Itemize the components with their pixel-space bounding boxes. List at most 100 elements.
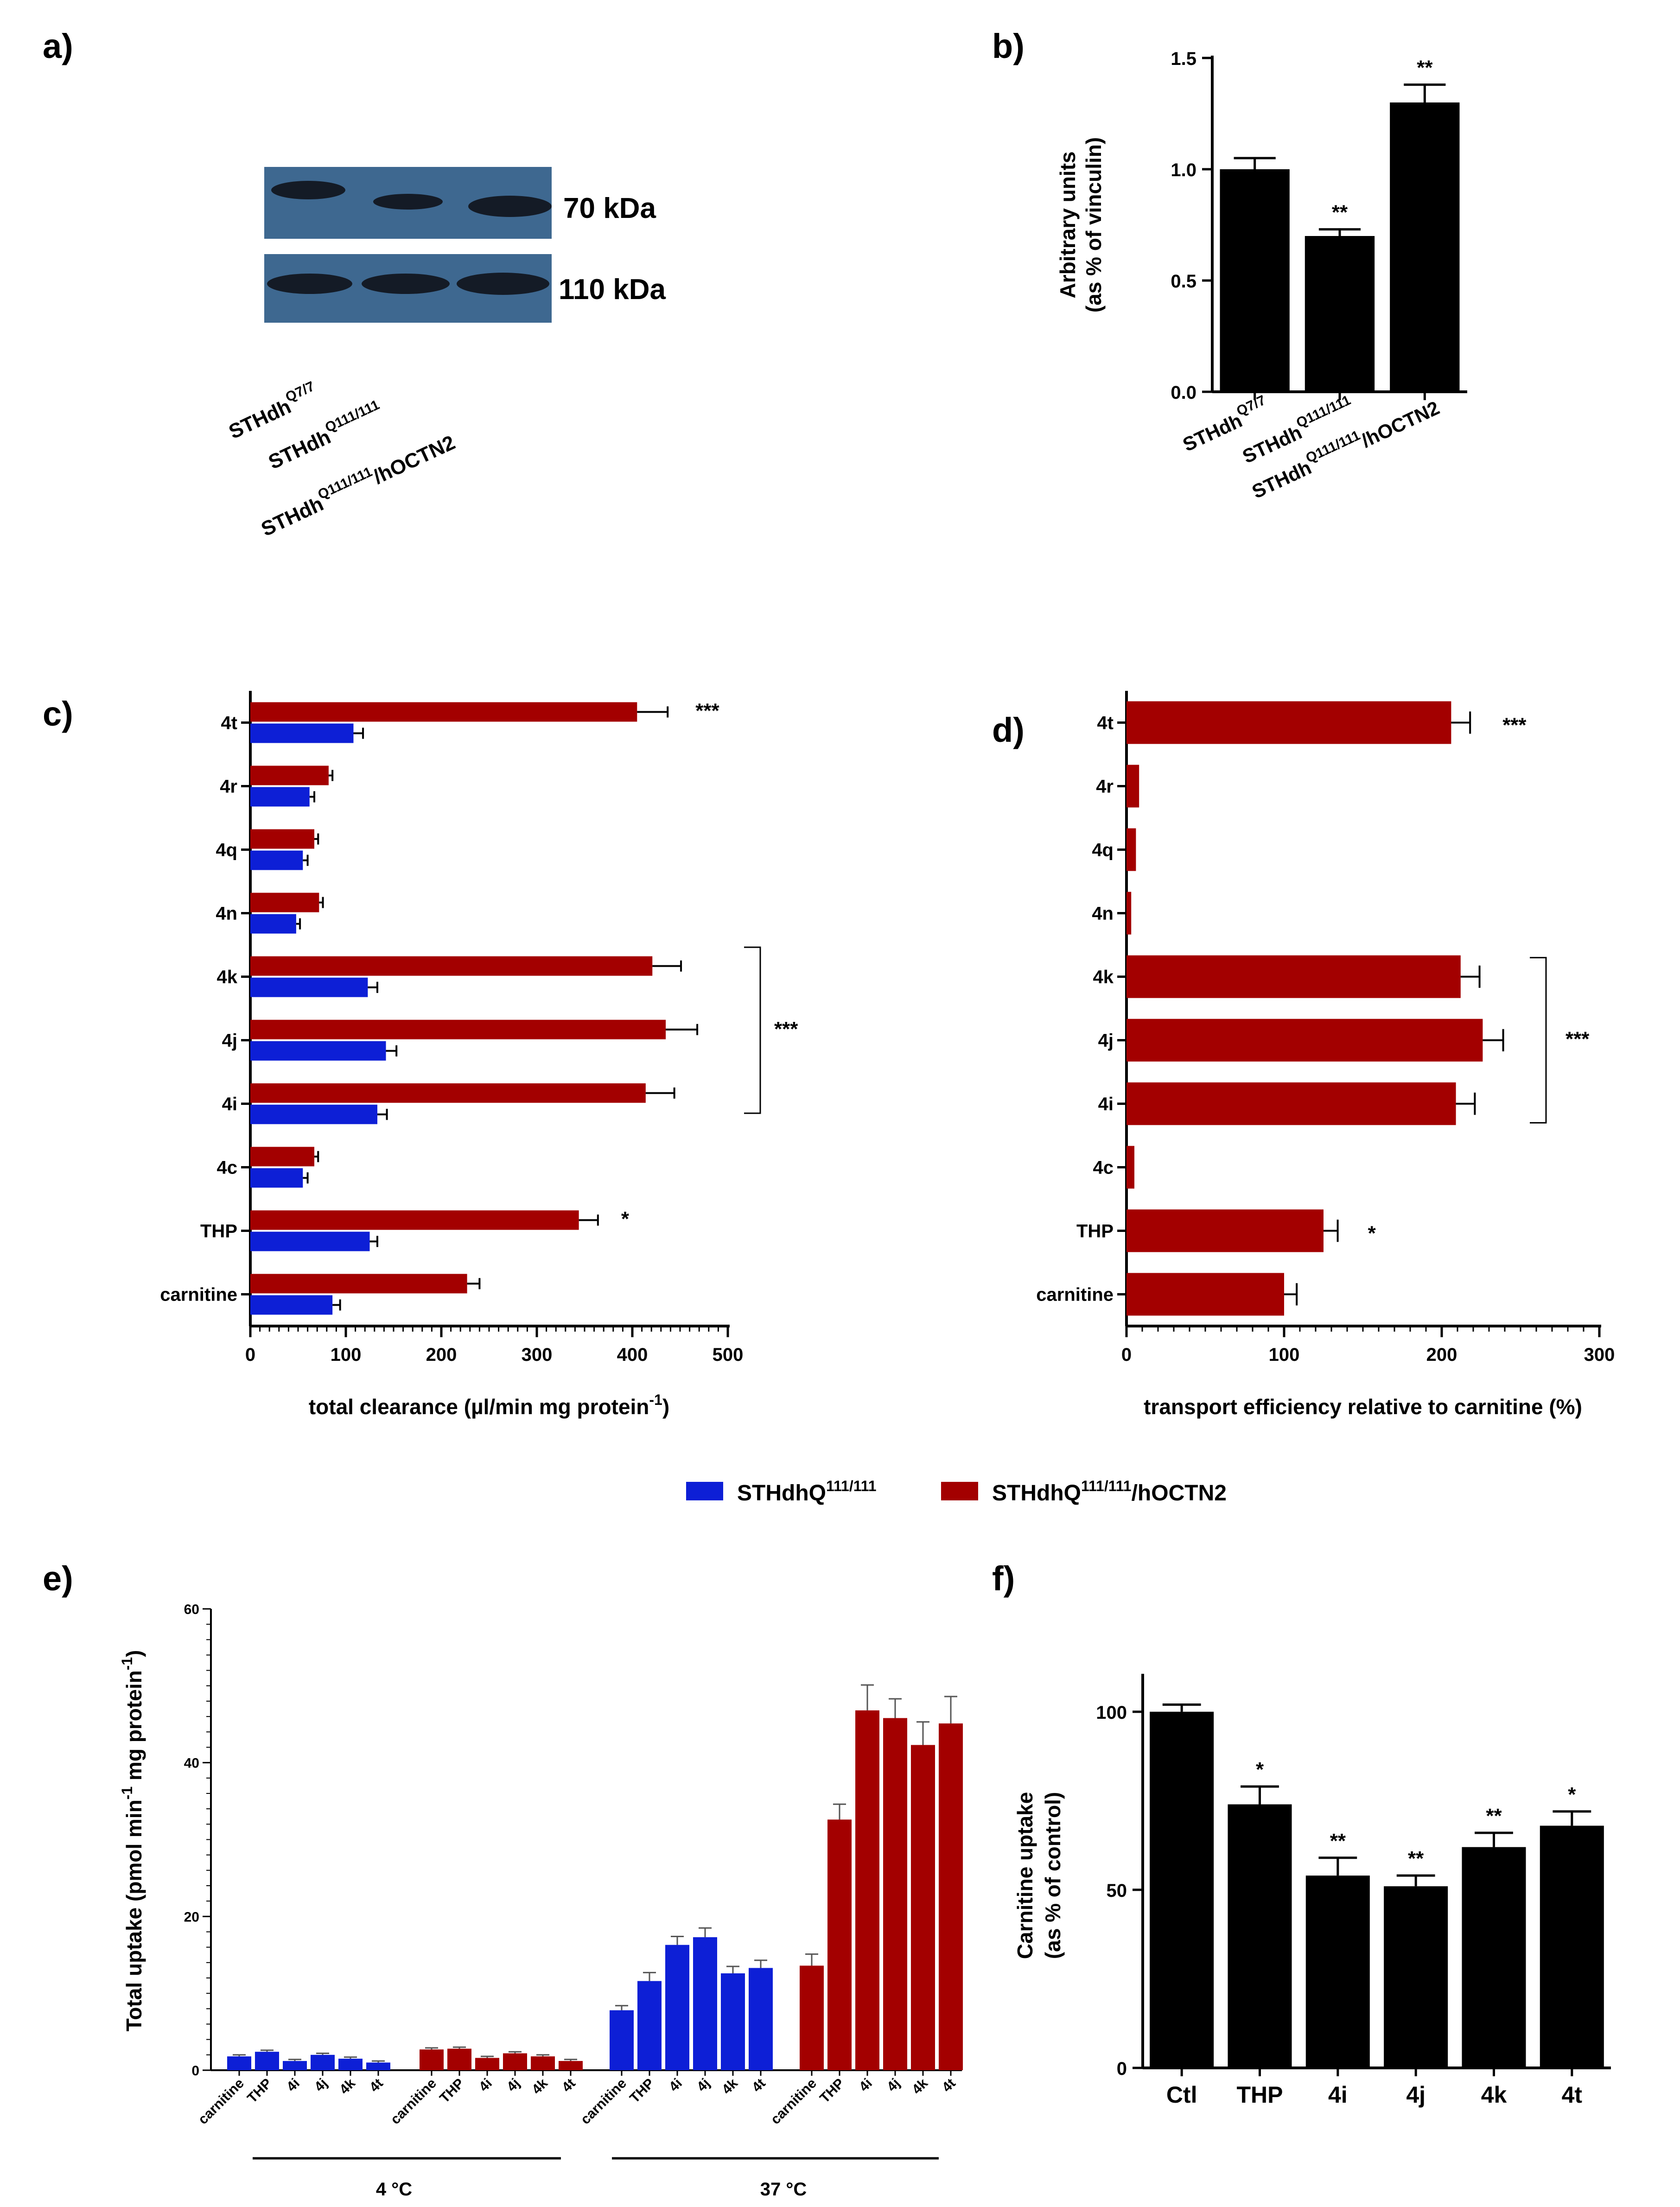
bar-red bbox=[250, 893, 319, 912]
group-bracket bbox=[744, 946, 761, 1114]
y-tick-label: 0.0 bbox=[1171, 383, 1196, 403]
significance-label: * bbox=[1368, 1222, 1376, 1245]
y-tick-label: 0.5 bbox=[1171, 271, 1196, 292]
y-tick-label: 4k bbox=[1093, 967, 1114, 988]
bar-red bbox=[1126, 701, 1451, 744]
y-tick-label: 4i bbox=[1098, 1094, 1114, 1115]
x-tick-label: 300 bbox=[1584, 1345, 1615, 1365]
significance-label: ** bbox=[1332, 201, 1348, 224]
bar-red bbox=[1126, 765, 1139, 808]
panel-label-b: b) bbox=[992, 27, 1025, 65]
bar-blue bbox=[250, 1104, 377, 1124]
bar-blue bbox=[610, 2010, 634, 2070]
blot-band-110kda-2 bbox=[362, 274, 450, 294]
bar-red bbox=[250, 1147, 315, 1167]
panel-label-d: d) bbox=[992, 711, 1025, 749]
x-tick-label: THP bbox=[1237, 2082, 1283, 2108]
bar-blue bbox=[250, 787, 310, 807]
bar-red bbox=[1126, 955, 1461, 998]
bar-blue bbox=[693, 1937, 717, 2070]
bar-red bbox=[250, 956, 653, 976]
group-bracket bbox=[1530, 957, 1547, 1124]
bar-blue bbox=[311, 2054, 335, 2070]
y-tick-label: 4n bbox=[216, 904, 237, 924]
bar bbox=[1462, 1847, 1526, 2068]
x-tick-label: 4j bbox=[1406, 2082, 1425, 2108]
x-tick-label: 200 bbox=[1426, 1345, 1457, 1365]
x-tick-label: 100 bbox=[331, 1345, 362, 1365]
legend: STHdhQ111/111 STHdhQ111/111/hOCTN2 bbox=[686, 1478, 1227, 1505]
bar-red bbox=[1126, 892, 1132, 935]
bar-blue bbox=[255, 2052, 279, 2070]
bar-blue bbox=[338, 2059, 363, 2070]
y-tick-label: 4q bbox=[216, 840, 237, 861]
bar-red bbox=[911, 1745, 935, 2070]
y-tick-label: 4q bbox=[1092, 840, 1114, 861]
y-axis-title: Arbitrary units(as % of vinculin) bbox=[1056, 137, 1106, 313]
x-tick-label: 4t bbox=[1562, 2082, 1583, 2108]
legend-label-red: STHdhQ111/111/hOCTN2 bbox=[992, 1478, 1227, 1505]
bar-red bbox=[250, 702, 637, 722]
blot-band-70kda-3 bbox=[468, 196, 552, 217]
panel-label-f: f) bbox=[992, 1559, 1015, 1598]
bar-red bbox=[1126, 1209, 1324, 1252]
y-axis-title: Carnitine uptake (as % of control) bbox=[1013, 1792, 1065, 1959]
bar-blue bbox=[250, 1168, 303, 1188]
x-tick-label: 400 bbox=[617, 1345, 648, 1365]
panel-label-e: e) bbox=[43, 1559, 73, 1598]
band-label-70kda: 70 kDa bbox=[563, 192, 656, 224]
y-tick-label: 4t bbox=[221, 713, 237, 734]
x-axis-title: transport efficiency relative to carniti… bbox=[1144, 1395, 1582, 1419]
bar-blue bbox=[250, 723, 354, 743]
y-tick-label: carnitine bbox=[160, 1285, 237, 1305]
bar-blue bbox=[250, 1295, 333, 1315]
y-tick-label: 0 bbox=[1117, 2059, 1127, 2079]
bar-blue bbox=[250, 1231, 370, 1251]
y-tick-label: 1.5 bbox=[1171, 49, 1196, 69]
bar-red bbox=[250, 1020, 666, 1040]
bar-red bbox=[447, 2048, 471, 2070]
bar-blue bbox=[283, 2061, 307, 2070]
bar-red bbox=[475, 2058, 499, 2070]
significance-label: *** bbox=[695, 700, 719, 722]
bar bbox=[1220, 169, 1290, 392]
bar-red bbox=[503, 2053, 527, 2070]
x-tick-label: 300 bbox=[522, 1345, 553, 1365]
bar-blue bbox=[250, 1041, 386, 1061]
x-tick-label: 4i bbox=[1328, 2082, 1348, 2108]
chart-d: 0 100 200 3004t4r4q4n4k4j4i4cTHPcarnitine**… bbox=[1036, 691, 1615, 1419]
blot-band-110kda-3 bbox=[457, 273, 549, 295]
significance-label: ** bbox=[1486, 1805, 1502, 1827]
bar-red bbox=[855, 1710, 879, 2070]
bar-red bbox=[827, 1819, 852, 2070]
bar-blue bbox=[366, 2062, 390, 2070]
blot-bands bbox=[267, 181, 552, 295]
bar-red bbox=[531, 2056, 555, 2070]
significance-label: * bbox=[1256, 1758, 1264, 1781]
y-tick-label: 1.0 bbox=[1171, 160, 1196, 180]
significance-label: * bbox=[621, 1208, 630, 1231]
blot-band-110kda-1 bbox=[267, 274, 352, 294]
bar-red bbox=[250, 829, 315, 849]
significance-label: * bbox=[1568, 1783, 1576, 1806]
bar-blue bbox=[227, 2056, 251, 2070]
bar bbox=[1384, 1886, 1448, 2068]
band-label-110kda: 110 kDa bbox=[559, 274, 666, 306]
x-tick-label: 0 bbox=[245, 1345, 255, 1365]
y-tick-label: 4k bbox=[217, 967, 238, 988]
y-tick-label: 40 bbox=[184, 1756, 199, 1771]
y-tick-label: 0 bbox=[191, 2063, 199, 2079]
bar-blue bbox=[250, 850, 303, 870]
y-tick-label: 4t bbox=[1097, 713, 1114, 734]
bar-red bbox=[883, 1718, 907, 2070]
bar-blue bbox=[665, 1945, 689, 2070]
bar-red bbox=[250, 765, 329, 785]
blot-band-70kda-2 bbox=[373, 194, 443, 210]
bar-blue bbox=[250, 914, 296, 934]
significance-label: ** bbox=[1408, 1847, 1424, 1870]
bar-red bbox=[250, 1210, 579, 1230]
x-tick-label: 4k bbox=[1481, 2082, 1507, 2108]
x-tick-label: 200 bbox=[426, 1345, 457, 1365]
